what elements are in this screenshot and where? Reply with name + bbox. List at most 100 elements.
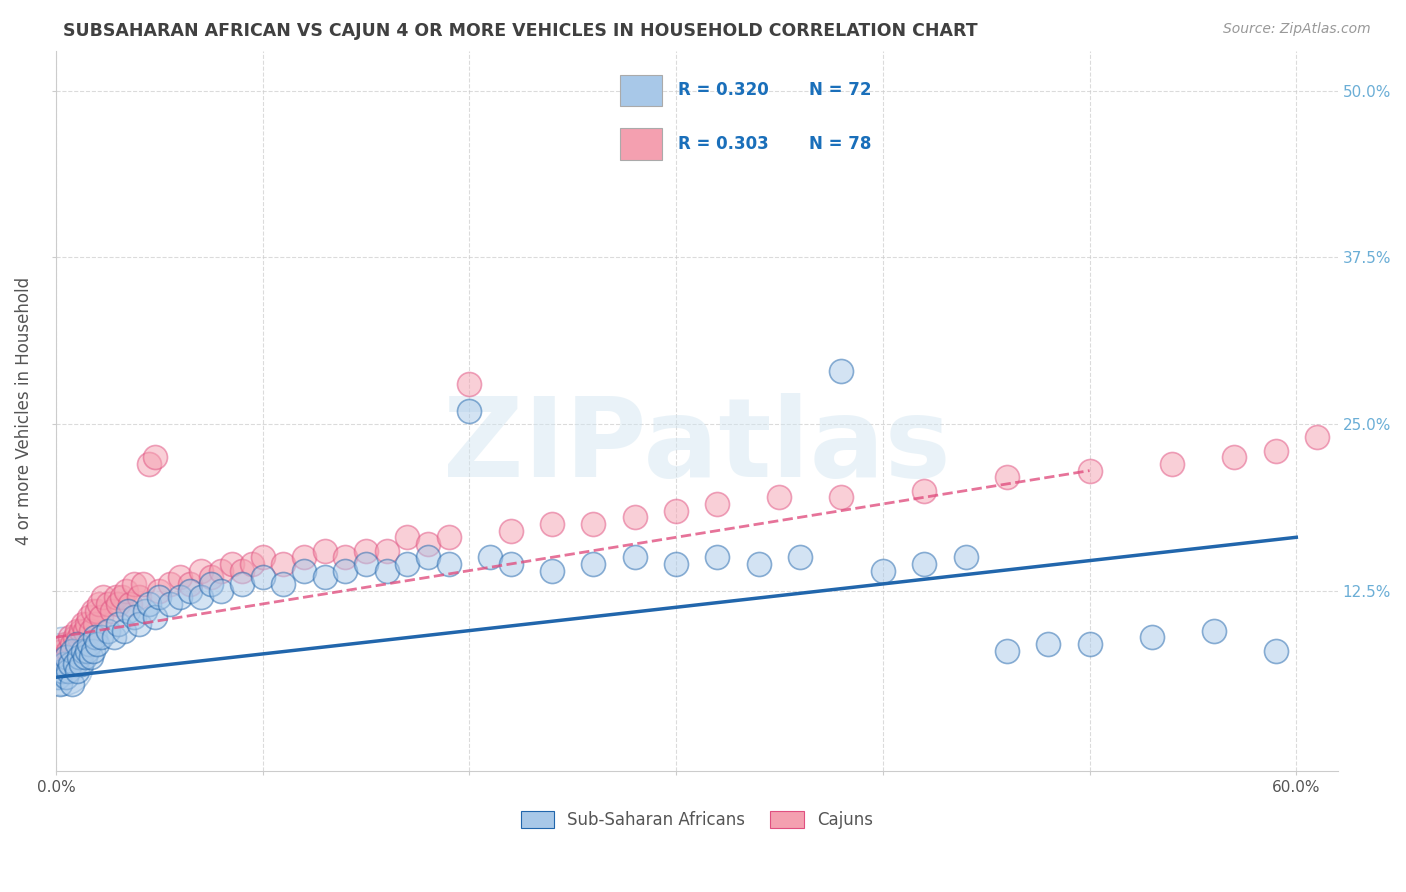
Point (416, 550, 439, 565)
Point (93, 591, 115, 605)
Point (80, 624, 103, 638)
Point (582, 557, 605, 571)
Point (159, 577, 181, 591)
Point (65, 624, 87, 638)
Point (65, 664, 87, 678)
Point (768, 490, 790, 504)
Point (375, 543, 398, 558)
Point (458, 403, 481, 417)
Point (955, 550, 977, 565)
Point (499, 557, 522, 571)
Point (112, 624, 135, 638)
Point (665, 557, 688, 571)
Point (335, 564, 357, 578)
Point (59, 630, 82, 644)
Point (190, 591, 212, 605)
Point (49, 657, 72, 671)
Point (1078, 637, 1101, 651)
Point (62, 677, 84, 691)
Point (53, 650, 76, 665)
Point (396, 557, 419, 571)
Point (124, 577, 146, 591)
Point (354, 557, 377, 571)
Point (134, 604, 156, 618)
Legend: Sub-Saharan Africans, Cajuns: Sub-Saharan Africans, Cajuns (515, 804, 880, 836)
Point (912, 557, 935, 571)
Y-axis label: 4 or more Vehicles in Household: 4 or more Vehicles in Household (15, 277, 32, 545)
Point (437, 557, 460, 571)
Point (499, 524, 522, 538)
Point (148, 583, 170, 598)
Point (69, 624, 91, 638)
Point (90, 630, 112, 644)
Point (90, 610, 112, 624)
Point (51, 643, 73, 657)
Point (292, 564, 315, 578)
Point (53, 657, 76, 671)
Point (1264, 443, 1286, 458)
Point (623, 510, 645, 524)
Point (65, 637, 87, 651)
Text: ZIPatlas: ZIPatlas (443, 393, 950, 500)
Point (541, 516, 564, 531)
Point (49, 677, 72, 691)
Point (111, 591, 134, 605)
Point (120, 597, 142, 611)
Point (82, 643, 104, 657)
Point (72, 616, 94, 631)
Point (128, 616, 150, 631)
Point (665, 503, 688, 517)
Point (1264, 643, 1286, 657)
Text: Source: ZipAtlas.com: Source: ZipAtlas.com (1223, 22, 1371, 37)
Point (69, 657, 91, 671)
Point (1347, 424, 1369, 438)
Point (124, 610, 146, 624)
Point (221, 557, 243, 571)
Point (252, 570, 274, 584)
Point (623, 550, 645, 565)
Point (80, 650, 103, 665)
Point (84, 630, 107, 644)
Point (97, 624, 120, 638)
Point (169, 591, 191, 605)
Point (437, 530, 460, 544)
Point (159, 597, 181, 611)
Point (84, 616, 107, 631)
Point (62, 643, 84, 657)
Point (55, 650, 77, 665)
Point (912, 483, 935, 498)
Point (63, 630, 86, 644)
Point (375, 564, 398, 578)
Point (1038, 637, 1060, 651)
Point (1161, 457, 1184, 471)
Point (1202, 624, 1225, 638)
Point (51, 657, 73, 671)
Point (209, 583, 232, 598)
Point (143, 610, 166, 624)
Point (479, 550, 502, 565)
Point (132, 577, 155, 591)
Point (706, 497, 728, 511)
Point (179, 583, 201, 598)
Point (77, 637, 100, 651)
Point (1306, 430, 1329, 444)
Point (82, 604, 104, 618)
Point (73, 624, 96, 638)
Point (1223, 450, 1246, 465)
Point (128, 591, 150, 605)
Point (335, 550, 357, 565)
Point (58, 643, 80, 657)
Point (231, 564, 253, 578)
Point (995, 643, 1018, 657)
Point (65, 643, 87, 657)
Point (77, 610, 100, 624)
Point (51, 664, 73, 678)
Point (830, 490, 852, 504)
Point (706, 550, 728, 565)
Point (97, 597, 120, 611)
Point (62, 637, 84, 651)
Point (292, 550, 315, 565)
Point (73, 650, 96, 665)
Point (67, 630, 90, 644)
Point (209, 564, 232, 578)
